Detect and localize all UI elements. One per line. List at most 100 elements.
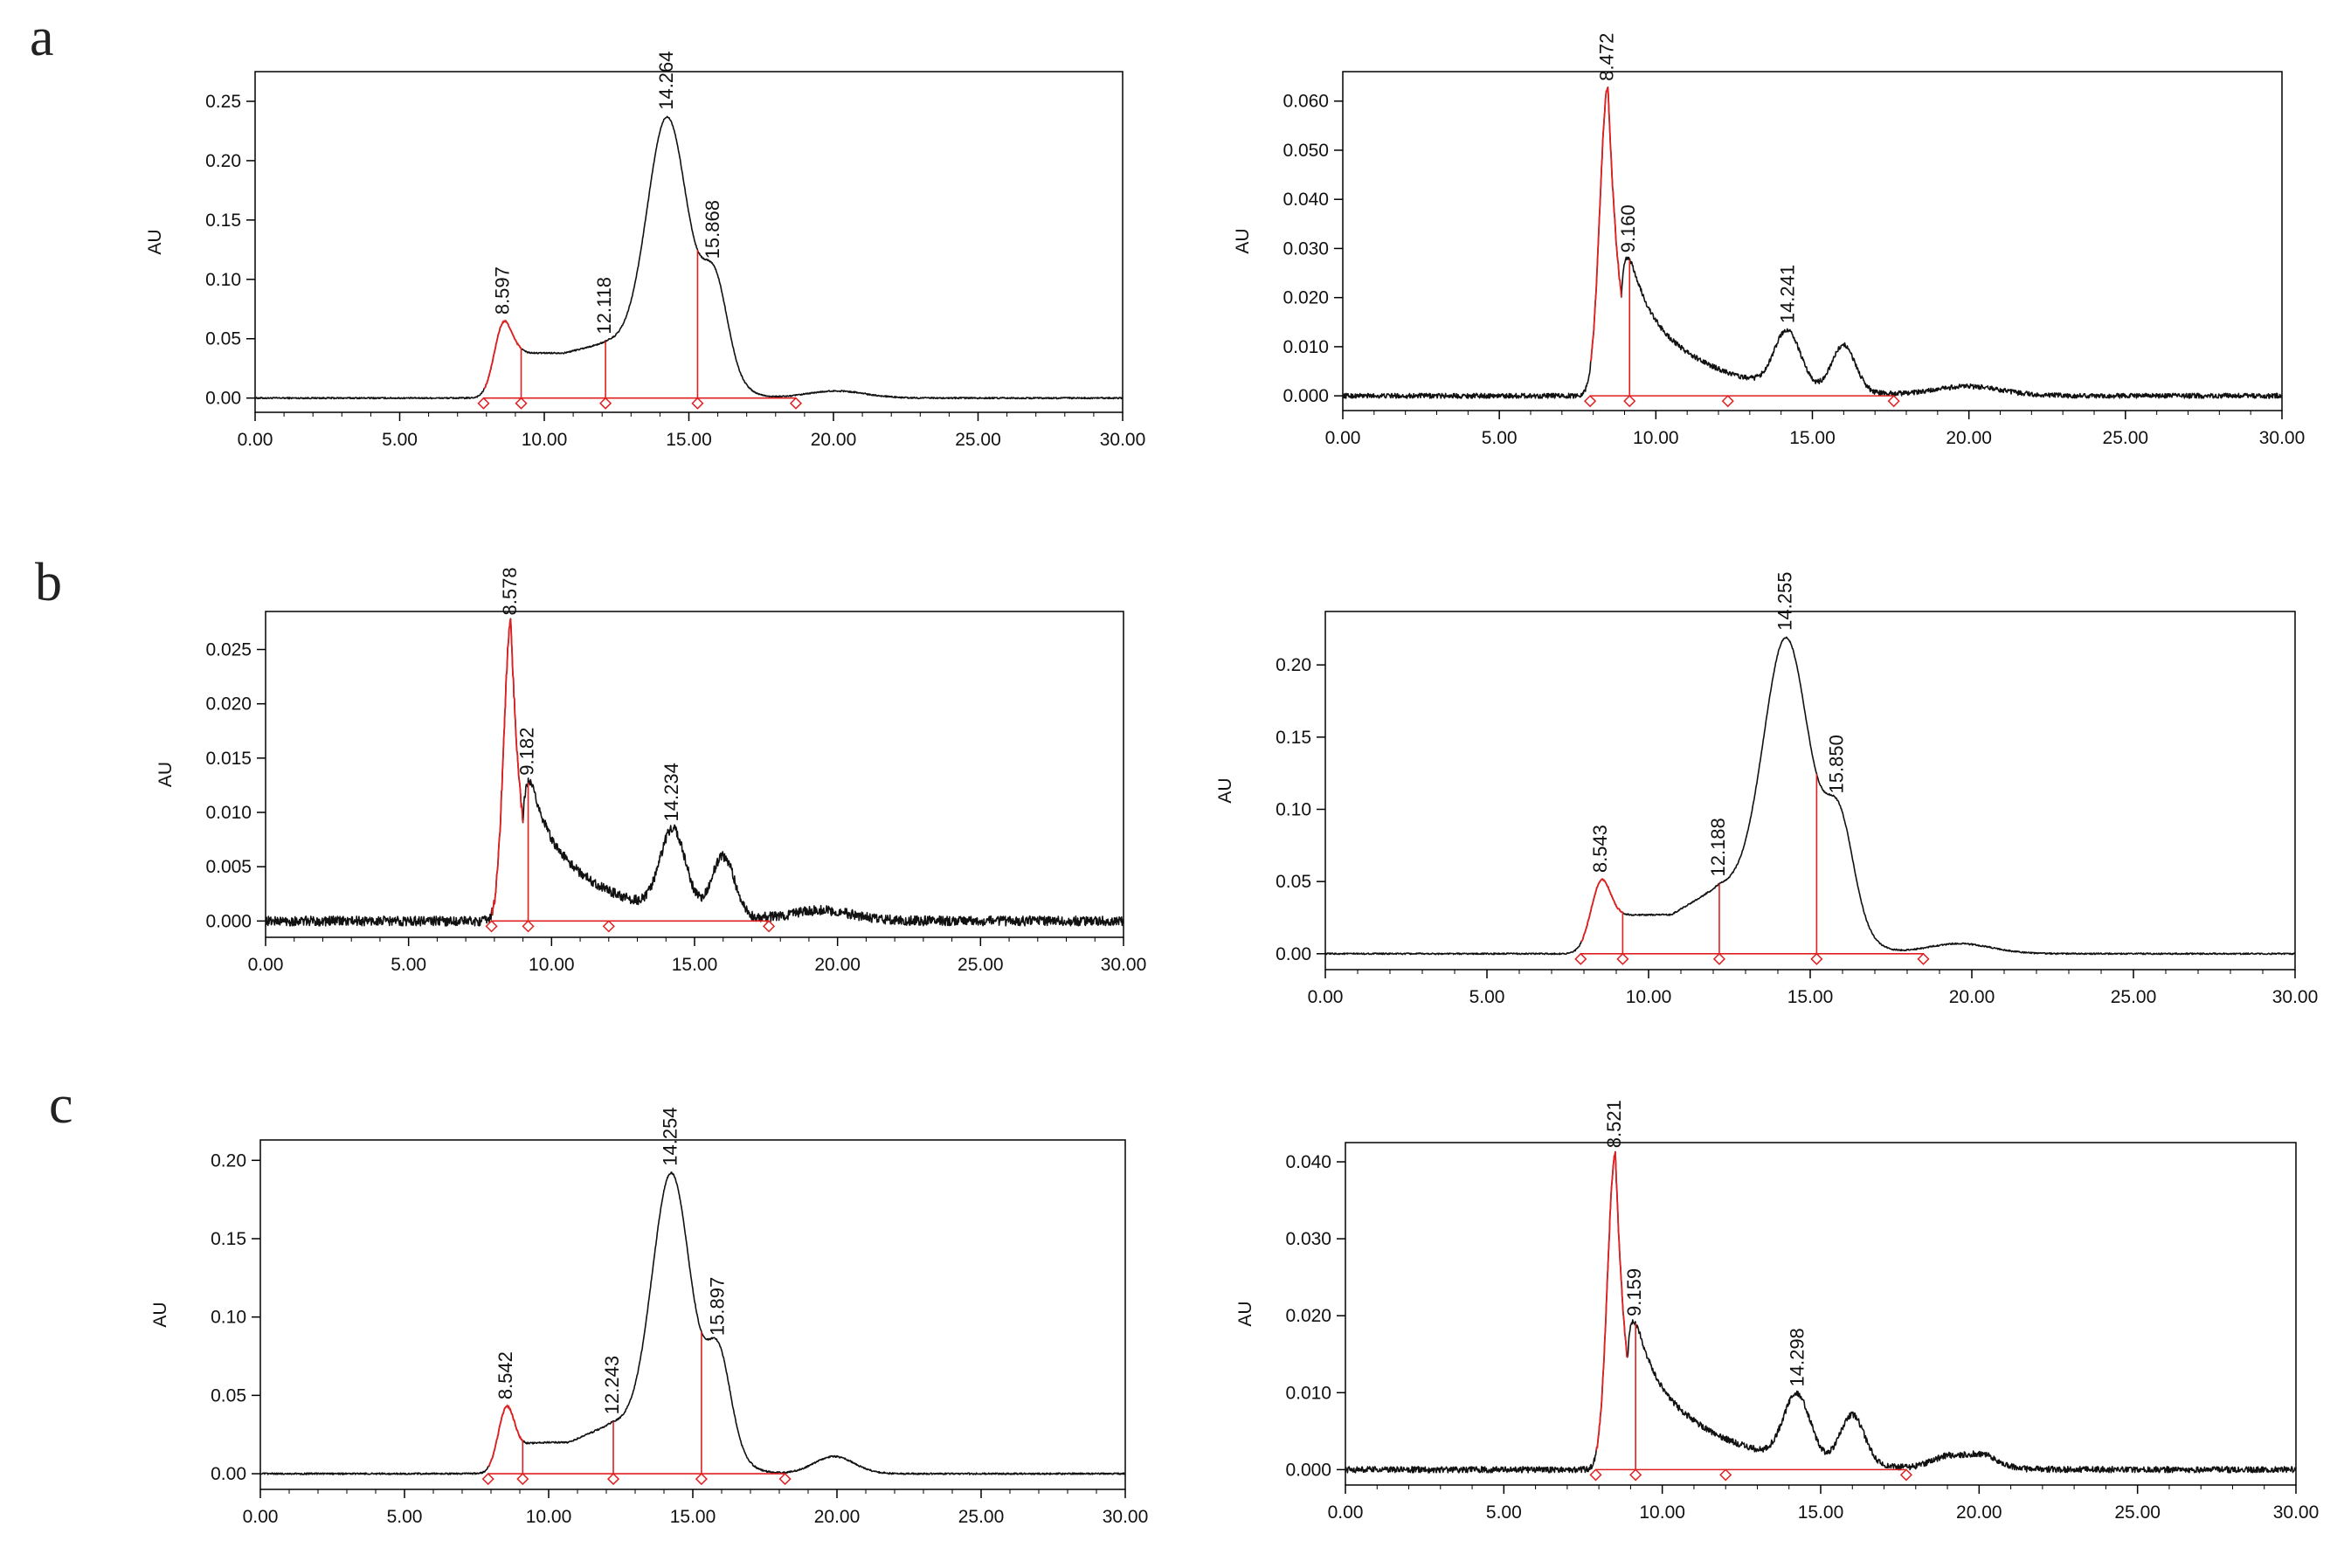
x-tick-label: 20.00 xyxy=(814,955,861,975)
y-tick-label: 0.010 xyxy=(1283,337,1329,357)
y-tick-label: 0.15 xyxy=(205,211,241,231)
peak-label: 14.255 xyxy=(1774,572,1795,631)
row-label-b: b xyxy=(35,553,62,612)
y-tick-label: 0.05 xyxy=(1276,872,1311,892)
x-tick-label: 30.00 xyxy=(1103,1507,1149,1527)
x-tick-label: 0.00 xyxy=(1325,428,1361,448)
chromatogram-trace xyxy=(254,115,1124,400)
integration-marker xyxy=(1623,395,1636,408)
x-tick-label: 15.00 xyxy=(1789,428,1836,448)
integrated-peak-trace xyxy=(491,618,524,915)
x-tick-label: 20.00 xyxy=(814,1507,861,1527)
integration-marker xyxy=(515,397,528,410)
integration-marker xyxy=(1721,395,1734,408)
peak-label: 12.243 xyxy=(601,1356,623,1414)
x-tick-label: 20.00 xyxy=(811,430,857,450)
peak-label: 14.234 xyxy=(660,763,682,821)
peak-label: 9.182 xyxy=(516,728,538,776)
y-tick-label: 0.025 xyxy=(205,640,252,660)
y-axis-label: AU xyxy=(1235,1301,1255,1326)
y-tick-label: 0.20 xyxy=(1276,655,1311,675)
peak-label: 12.188 xyxy=(1707,818,1729,876)
chromatogram-trace xyxy=(1324,636,2296,956)
x-tick-label: 25.00 xyxy=(2111,987,2157,1007)
plot-frame xyxy=(1345,1142,2297,1486)
peak-label: 8.543 xyxy=(1589,825,1611,873)
peak-label: 12.118 xyxy=(593,277,615,335)
y-tick-label: 0.20 xyxy=(211,1150,246,1171)
peak-label: 14.241 xyxy=(1776,265,1798,323)
integration-marker xyxy=(602,920,615,933)
x-tick-label: 10.00 xyxy=(1626,987,1672,1007)
integrated-peak-trace xyxy=(1589,86,1622,363)
chart-c-2: 0.00 5.00 10.00 15.00 20.00 25.00 30.00 0.000 0.… xyxy=(1235,1100,2319,1523)
y-tick-label: 0.020 xyxy=(1283,288,1329,308)
y-tick-label: 0.05 xyxy=(211,1385,246,1406)
chart-b-2: 0.00 5.00 10.00 15.00 20.00 25.00 30.00 0.00 0.0… xyxy=(1215,572,2318,1007)
y-tick-label: 0.005 xyxy=(205,857,252,877)
integration-marker xyxy=(763,920,776,933)
x-tick-label: 10.00 xyxy=(529,955,575,975)
integration-marker xyxy=(1899,1468,1912,1482)
plot-frame xyxy=(1342,71,2283,411)
x-tick-label: 0.00 xyxy=(248,955,284,975)
x-tick-label: 0.00 xyxy=(1308,987,1344,1007)
y-tick-label: 0.00 xyxy=(211,1464,246,1484)
chromatogram-trace xyxy=(1345,1150,2297,1474)
x-tick-label: 30.00 xyxy=(1100,430,1146,450)
y-tick-label: 0.000 xyxy=(1283,386,1329,406)
y-tick-label: 0.010 xyxy=(1285,1383,1331,1403)
y-axis-label: AU xyxy=(150,1302,170,1327)
x-tick-label: 25.00 xyxy=(958,1507,1005,1527)
x-tick-label: 0.00 xyxy=(243,1507,279,1527)
x-tick-label: 30.00 xyxy=(2259,428,2306,448)
x-tick-label: 10.00 xyxy=(1633,428,1679,448)
x-tick-label: 30.00 xyxy=(1101,955,1147,975)
integration-marker xyxy=(691,397,704,410)
integration-marker xyxy=(1629,1468,1642,1482)
x-tick-label: 10.00 xyxy=(1639,1502,1685,1523)
integration-marker xyxy=(1589,1468,1602,1482)
x-tick-label: 15.00 xyxy=(1798,1502,1844,1523)
x-tick-label: 25.00 xyxy=(2103,428,2149,448)
y-tick-label: 0.10 xyxy=(1276,799,1311,819)
peak-label: 15.868 xyxy=(702,200,723,259)
x-tick-label: 5.00 xyxy=(1482,428,1518,448)
x-tick-label: 5.00 xyxy=(382,430,418,450)
chart-c-1: 0.00 5.00 10.00 15.00 20.00 25.00 30.00 0.00 0.0… xyxy=(150,1107,1148,1527)
y-tick-label: 0.060 xyxy=(1283,92,1329,112)
x-tick-label: 25.00 xyxy=(955,430,1001,450)
y-axis-label: AU xyxy=(1233,228,1253,253)
integrated-peak-trace xyxy=(1595,1151,1628,1451)
x-tick-label: 20.00 xyxy=(1949,987,1995,1007)
integration-marker xyxy=(778,1473,792,1486)
peak-label: 14.254 xyxy=(659,1107,681,1165)
integration-marker xyxy=(599,397,612,410)
integration-marker xyxy=(522,920,535,933)
y-tick-label: 0.15 xyxy=(1276,728,1311,748)
x-tick-label: 25.00 xyxy=(958,955,1004,975)
y-tick-label: 0.20 xyxy=(205,151,241,171)
chromatogram-trace xyxy=(265,618,1124,927)
peak-label: 9.159 xyxy=(1623,1268,1645,1316)
integration-marker xyxy=(485,920,498,933)
peak-label: 8.521 xyxy=(1603,1100,1625,1148)
x-tick-label: 15.00 xyxy=(1787,987,1834,1007)
x-tick-label: 30.00 xyxy=(2273,1502,2320,1523)
integration-marker xyxy=(1712,952,1726,965)
peak-label: 9.160 xyxy=(1617,204,1639,252)
chromatogram-trace xyxy=(259,1171,1126,1475)
x-tick-label: 10.00 xyxy=(522,430,568,450)
x-tick-label: 15.00 xyxy=(672,955,718,975)
x-tick-label: 15.00 xyxy=(670,1507,716,1527)
integration-marker xyxy=(481,1473,494,1486)
peak-label: 8.578 xyxy=(499,567,521,615)
integration-marker xyxy=(477,397,490,410)
chart-a-1: 0.00 5.00 10.00 15.00 20.00 25.00 30.00 0.00 0.0… xyxy=(145,51,1145,450)
peak-label: 8.472 xyxy=(1596,33,1618,81)
x-tick-label: 5.00 xyxy=(1486,1502,1522,1523)
y-tick-label: 0.00 xyxy=(1276,944,1311,964)
y-tick-label: 0.00 xyxy=(205,389,241,409)
x-tick-label: 30.00 xyxy=(2272,987,2319,1007)
